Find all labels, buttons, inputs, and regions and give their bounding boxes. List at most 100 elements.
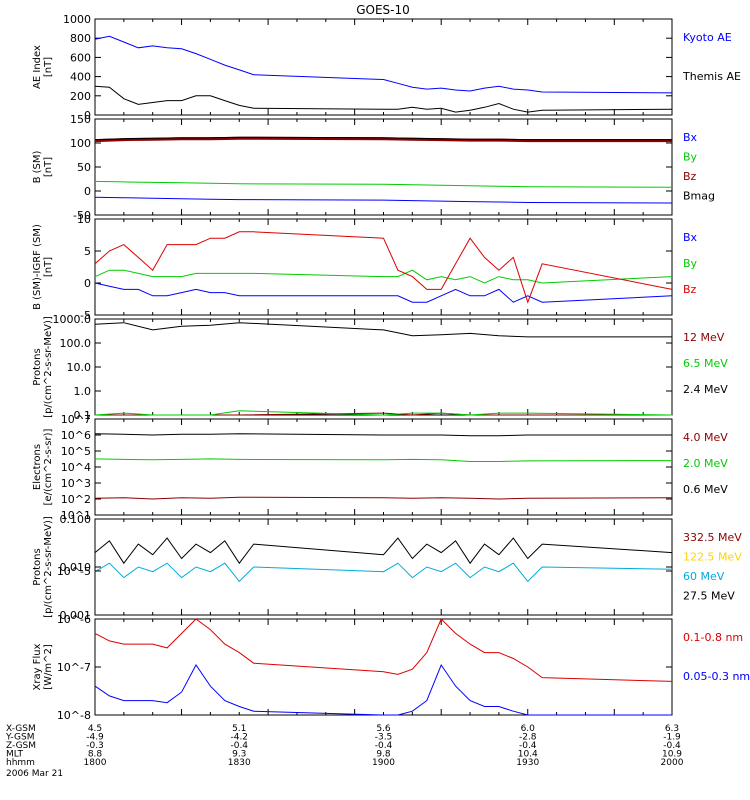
series-line bbox=[94, 537, 673, 565]
series-line bbox=[94, 180, 673, 188]
x-tick-label: 10.9 bbox=[662, 750, 682, 760]
y-tick-label: 150 bbox=[70, 113, 91, 126]
y-tick-label: 10^-6 bbox=[57, 613, 91, 626]
series-line bbox=[94, 85, 673, 113]
y-tick-label: 10.0 bbox=[67, 361, 92, 374]
x-tick-label: 8.8 bbox=[88, 750, 103, 760]
legend-entry: 12 MeV bbox=[683, 331, 725, 344]
y-tick-label: 600 bbox=[70, 51, 91, 64]
x-tick-label: 2000 bbox=[661, 758, 684, 768]
legend-entry: 332.5 MeV bbox=[683, 531, 742, 544]
y-tick-label: 50 bbox=[77, 161, 91, 174]
y-tick-label: -5 bbox=[80, 309, 91, 322]
legend-entry: 2.4 MeV bbox=[683, 383, 728, 396]
x-tick-label: -0.4 bbox=[375, 741, 393, 751]
series-line bbox=[94, 282, 673, 303]
x-row-label: MLT bbox=[6, 750, 24, 760]
series-line bbox=[94, 269, 673, 284]
x-tick-label: 4.5 bbox=[88, 724, 102, 734]
y-tick-label: 10^3 bbox=[61, 477, 91, 490]
y-tick-label: 5 bbox=[84, 245, 91, 258]
x-tick-label: -0.4 bbox=[663, 741, 681, 751]
series-line bbox=[94, 496, 673, 500]
legend-entry: Themis AE bbox=[682, 70, 741, 83]
y-tick-label: 800 bbox=[70, 32, 91, 45]
y-axis-label: [nT] bbox=[43, 157, 54, 177]
series-line bbox=[94, 458, 673, 462]
y-tick-label: 1.0 bbox=[74, 385, 92, 398]
date-label: 2006 Mar 21 bbox=[6, 769, 63, 779]
legend-entry: Bx bbox=[683, 131, 698, 144]
y-axis-label: Protons bbox=[32, 348, 43, 385]
series-line bbox=[94, 562, 673, 583]
x-tick-label: 9.8 bbox=[376, 750, 391, 760]
y-axis-label: B (SM)-IGRF (SM) bbox=[32, 224, 43, 310]
x-tick-label: 1800 bbox=[84, 758, 107, 768]
y-tick-label: 1000.0 bbox=[53, 313, 92, 326]
legend-entry: 122.5 MeV bbox=[683, 551, 742, 564]
y-axis-label: [p/(cm^2-s-sr-MeV)] bbox=[43, 516, 54, 618]
legend-entry: 0.6 MeV bbox=[683, 483, 728, 496]
y-axis-label: Protons bbox=[32, 548, 43, 585]
panel-frame bbox=[94, 418, 673, 516]
series-line bbox=[94, 136, 672, 143]
x-tick-label: -4.9 bbox=[86, 733, 104, 743]
x-row-label: hhmm bbox=[6, 758, 35, 768]
legend-entry: 4.0 MeV bbox=[683, 431, 728, 444]
legend-entry: 60 MeV bbox=[683, 570, 725, 583]
x-tick-label: 1900 bbox=[372, 758, 395, 768]
x-tick-label: 9.3 bbox=[232, 750, 246, 760]
panel-frame bbox=[94, 318, 673, 416]
x-tick-label: -0.4 bbox=[519, 741, 537, 751]
legend-entry: By bbox=[683, 151, 698, 164]
y-tick-label: 10^2 bbox=[61, 493, 91, 506]
y-tick-label: -50 bbox=[73, 209, 91, 222]
y-tick-label: 400 bbox=[70, 71, 91, 84]
x-tick-label: 1830 bbox=[228, 758, 251, 768]
y-tick-label: 0 bbox=[84, 277, 91, 290]
y-tick-label: 0.010 bbox=[60, 561, 92, 574]
series-line bbox=[94, 136, 672, 141]
series-line bbox=[94, 618, 673, 682]
series-line bbox=[94, 322, 672, 338]
series-line bbox=[94, 35, 673, 94]
y-tick-label: 0 bbox=[84, 109, 91, 122]
legend-entry: 0.1-0.8 nm bbox=[683, 631, 743, 644]
y-axis-label: [e/(cm^2-s-sr)] bbox=[43, 428, 54, 505]
series-line bbox=[94, 410, 673, 416]
y-tick-label: 10 bbox=[77, 213, 91, 226]
panel-frame bbox=[94, 218, 673, 316]
x-tick-label: 5.1 bbox=[232, 724, 246, 734]
y-axis-label: Electrons bbox=[32, 444, 43, 490]
y-tick-label: 0.001 bbox=[60, 609, 92, 622]
y-tick-label: 10^6 bbox=[61, 429, 91, 442]
legend-entry: 27.5 MeV bbox=[683, 590, 735, 603]
y-tick-label: 10^4 bbox=[61, 461, 91, 474]
series-line bbox=[94, 196, 673, 204]
y-tick-label: 0.1 bbox=[74, 409, 92, 422]
y-axis-label: Xray Flux bbox=[32, 643, 43, 690]
legend-entry: 0.05-0.3 nm bbox=[683, 670, 750, 683]
x-tick-label: -3.5 bbox=[375, 733, 393, 743]
series-line bbox=[94, 231, 673, 304]
x-tick-label: -1.9 bbox=[663, 733, 681, 743]
y-tick-label: 10^-5 bbox=[57, 565, 91, 578]
y-axis-label: B (SM) bbox=[32, 150, 43, 183]
series-line bbox=[94, 433, 672, 437]
legend-entry: Kyoto AE bbox=[683, 31, 732, 44]
legend-entry: 6.5 MeV bbox=[683, 357, 728, 370]
x-row-label: Z-GSM bbox=[6, 741, 36, 751]
y-axis-label: [nT] bbox=[43, 57, 54, 77]
y-tick-label: 10^7 bbox=[61, 413, 91, 426]
chart-title: GOES-10 bbox=[356, 3, 410, 17]
x-tick-label: -2.8 bbox=[519, 733, 537, 743]
y-axis-label: [W/m^2] bbox=[43, 644, 54, 690]
y-tick-label: 100.0 bbox=[60, 337, 92, 350]
y-tick-label: 0.100 bbox=[60, 513, 92, 526]
panel-frame bbox=[94, 518, 673, 616]
legend-entry: Bx bbox=[683, 231, 698, 244]
x-tick-label: 1930 bbox=[516, 758, 539, 768]
y-tick-label: 0 bbox=[84, 185, 91, 198]
x-row-label: Y-GSM bbox=[5, 733, 34, 743]
